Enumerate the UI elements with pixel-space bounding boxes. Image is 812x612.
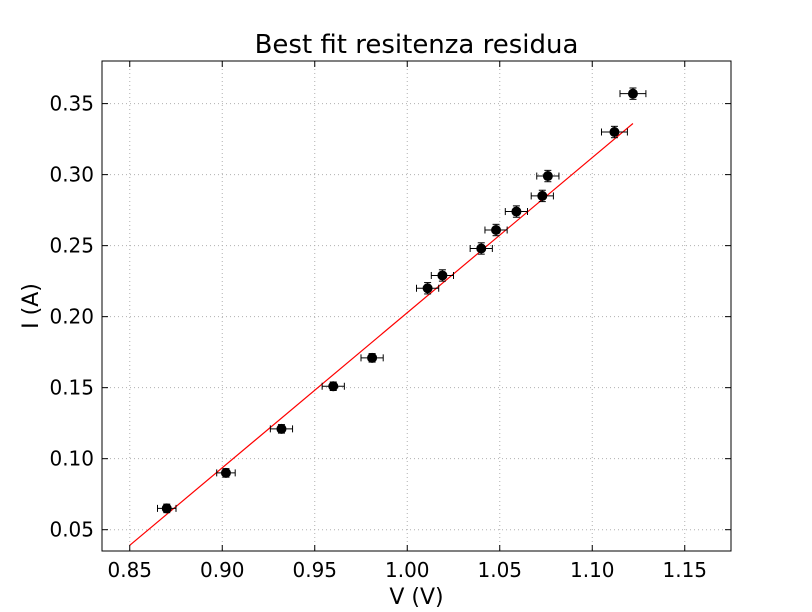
- grid: [102, 61, 731, 551]
- data-point: [537, 190, 548, 201]
- data-point: [367, 352, 378, 363]
- y-axis-title: I (A): [19, 283, 44, 329]
- data-point-group: [216, 467, 236, 478]
- data-point-group: [619, 87, 647, 100]
- data-point-group: [157, 503, 177, 514]
- data-point: [328, 381, 339, 392]
- y-tick-label: 0.25: [49, 234, 94, 258]
- data-point: [220, 467, 231, 478]
- x-axis-title: V (V): [389, 585, 443, 610]
- data-point-group: [416, 282, 440, 295]
- data-point-group: [321, 381, 345, 392]
- data-point-group: [536, 169, 560, 183]
- data-points-layer: [157, 87, 647, 514]
- data-point: [542, 171, 553, 182]
- data-point: [422, 283, 433, 294]
- y-tick-label: 0.35: [49, 92, 94, 116]
- data-point: [161, 503, 172, 514]
- x-tick-label: 1.10: [570, 558, 615, 582]
- data-point-group: [269, 423, 294, 434]
- data-point-group: [504, 205, 528, 218]
- data-point: [437, 270, 448, 281]
- plot-frame: [101, 60, 732, 552]
- axis-ticks: 0.85 0.90 0.95 1.00 1.05 1.10 1.15 0.05 0.10 0.15…: [49, 61, 731, 582]
- x-tick-label: 0.95: [292, 558, 337, 582]
- data-point: [511, 206, 522, 217]
- data-point-group: [601, 125, 628, 139]
- data-point-group: [530, 189, 554, 203]
- data-point-group: [430, 269, 454, 282]
- data-point-group: [360, 352, 384, 363]
- x-tick-label: 1.05: [477, 558, 522, 582]
- data-point-group: [484, 223, 508, 237]
- data-point: [476, 243, 487, 254]
- data-point: [276, 423, 287, 434]
- y-tick-label: 0.20: [49, 305, 94, 329]
- y-tick-label: 0.05: [49, 518, 94, 542]
- fit-line: [129, 123, 634, 546]
- x-tick-label: 0.85: [107, 558, 152, 582]
- y-tick-label: 0.15: [49, 376, 94, 400]
- data-point: [627, 88, 638, 99]
- data-point: [491, 225, 502, 236]
- x-tick-label: 0.90: [200, 558, 245, 582]
- y-tick-label: 0.10: [49, 447, 94, 471]
- y-tick-label: 0.30: [49, 163, 94, 187]
- chart-title: Best fit resitenza residua: [255, 30, 579, 60]
- data-point-group: [469, 242, 493, 255]
- x-tick-label: 1.15: [662, 558, 707, 582]
- data-point: [609, 127, 620, 138]
- fit-line-layer: [129, 123, 634, 546]
- x-tick-label: 1.00: [385, 558, 430, 582]
